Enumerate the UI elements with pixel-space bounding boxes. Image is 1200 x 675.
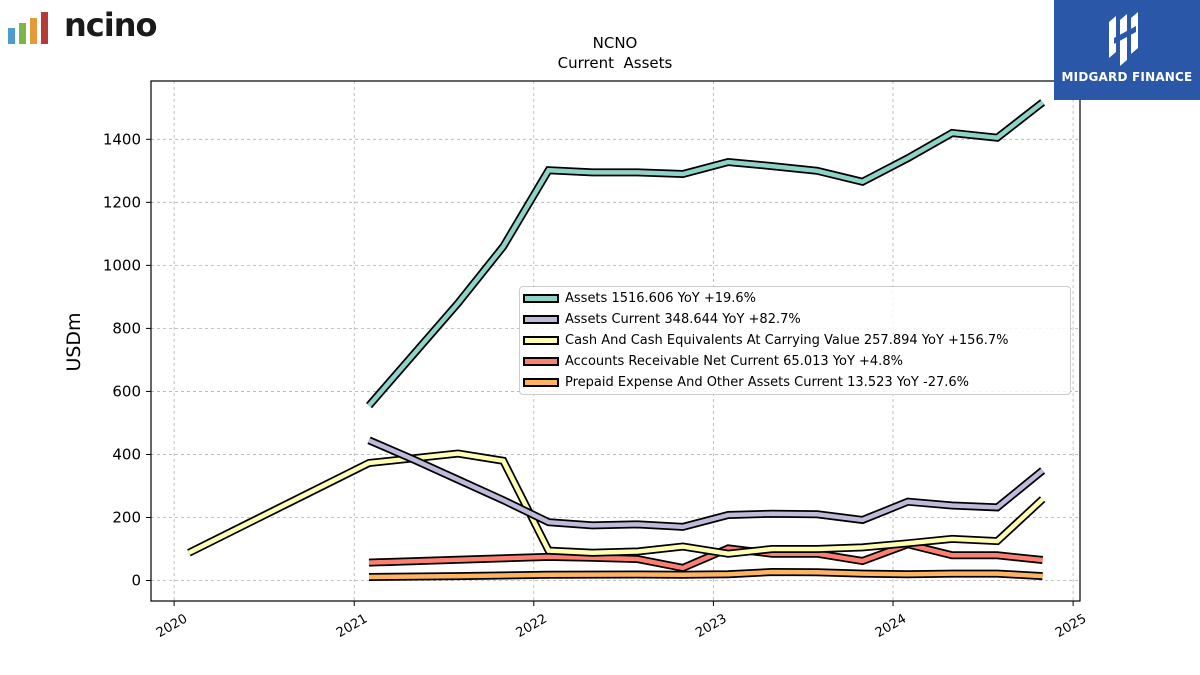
x-tick-label: 2020	[154, 611, 190, 641]
y-tick-label: 1000	[103, 256, 141, 274]
legend-item-cash: Cash And Cash Equivalents At Carrying Va…	[520, 330, 1008, 350]
x-tick-label: 2025	[1053, 611, 1089, 641]
legend-item-assets-current: Assets Current 348.644 YoY +82.7%	[520, 309, 801, 329]
x-tick-label: 2023	[693, 611, 729, 641]
legend-label-assets: Assets 1516.606 YoY +19.6%	[565, 290, 757, 306]
y-tick-label: 1400	[103, 130, 141, 148]
series-line-assets	[367, 100, 1044, 408]
series-line-prepaid	[368, 569, 1043, 580]
legend-label-prepaid: Prepaid Expense And Other Assets Current…	[565, 374, 969, 390]
x-tick-label: 2024	[873, 611, 909, 641]
x-tick-label: 2022	[514, 611, 550, 641]
series-line-assets-current	[368, 438, 1045, 530]
legend-swatch-assets-current	[523, 314, 559, 324]
chart-subtitle: Current Assets	[557, 54, 673, 72]
y-axis-label: USDm	[63, 312, 85, 371]
ncino-logo: ncino	[6, 6, 166, 46]
legend-item-prepaid: Prepaid Expense And Other Assets Current…	[520, 372, 969, 392]
series-line-cash	[187, 451, 1045, 556]
y-tick-label: 1200	[103, 193, 141, 211]
legend-item-assets: Assets 1516.606 YoY +19.6%	[520, 288, 756, 308]
legend-swatch-prepaid	[523, 377, 559, 387]
ncino-wordmark: ncino	[64, 6, 157, 44]
legend-label-receivables: Accounts Receivable Net Current 65.013 Y…	[565, 353, 903, 369]
y-tick-label: 0	[131, 572, 141, 590]
plot-frame	[150, 80, 1081, 602]
legend-label-assets-current: Assets Current 348.644 YoY +82.7%	[565, 311, 801, 327]
legend-swatch-assets	[523, 293, 559, 303]
y-tick-label: 200	[112, 508, 141, 526]
chart-legend: Assets 1516.606 YoY +19.6% Assets Curren…	[519, 286, 1071, 395]
chart-title-block: NCNO Current Assets	[450, 33, 780, 73]
y-tick-label: 600	[112, 382, 141, 400]
midgard-finance-logo: MIDGARD FINANCE	[1054, 0, 1200, 100]
chart-title: NCNO	[592, 34, 638, 52]
midgard-emblem-icon	[1109, 12, 1138, 66]
series-lines	[187, 99, 1046, 581]
midgard-wordmark: MIDGARD FINANCE	[1061, 70, 1193, 84]
y-tick-label: 800	[112, 319, 141, 337]
ncino-bars-icon	[8, 12, 48, 44]
legend-label-cash: Cash And Cash Equivalents At Carrying Va…	[565, 332, 1009, 348]
x-tick-label: 2021	[334, 611, 370, 641]
legend-swatch-receivables	[523, 356, 559, 366]
legend-item-receivables: Accounts Receivable Net Current 65.013 Y…	[520, 351, 903, 371]
y-tick-label: 400	[112, 445, 141, 463]
legend-swatch-cash	[523, 335, 559, 345]
